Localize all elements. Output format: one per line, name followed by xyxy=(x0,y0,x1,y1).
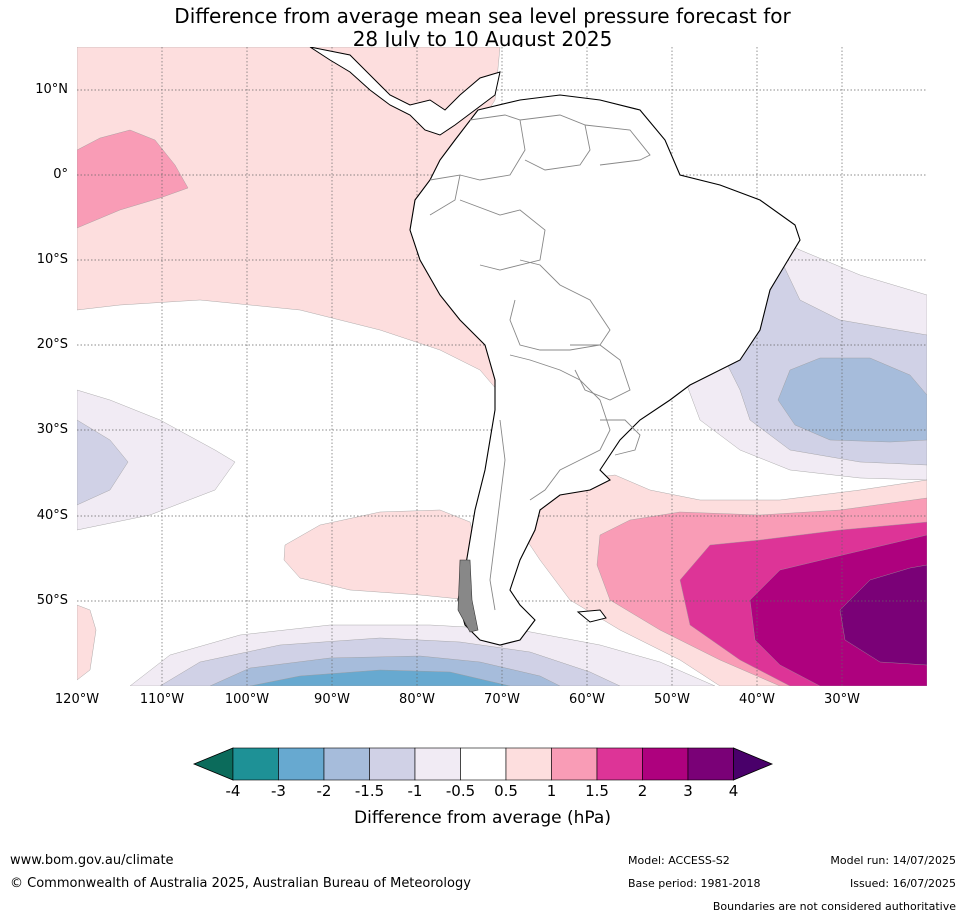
colorbar-tick-label: 3 xyxy=(683,782,693,800)
colorbar-tick-label: 1 xyxy=(546,782,557,800)
base-period-text: Base period: 1981-2018 xyxy=(628,877,761,890)
colorbar-tick-label: -0.5 xyxy=(445,782,476,800)
colorbar-tick-label: 1.5 xyxy=(585,782,609,800)
colorbar-tick-label: 4 xyxy=(728,782,739,800)
colorbar-swatch xyxy=(369,747,416,781)
website-text: www.bom.gov.au/climate xyxy=(10,853,174,868)
colorbar-swatch xyxy=(687,747,734,781)
lon-label: 100°W xyxy=(224,692,270,707)
map-title-line1: Difference from average mean sea level p… xyxy=(174,4,791,28)
copyright-text: © Commonwealth of Australia 2025, Austra… xyxy=(10,876,471,891)
colorbar-tick-label: -2 xyxy=(316,782,332,800)
colorbar-tick-label: -3 xyxy=(271,782,286,800)
land-chile-islands xyxy=(457,559,479,633)
contour-neg-05-west xyxy=(77,389,236,531)
anomaly-contours xyxy=(77,47,927,686)
lon-label: 40°W xyxy=(739,692,775,707)
land-central-america xyxy=(309,47,501,136)
colorbar-swatch xyxy=(505,747,552,781)
colorbar-title: Difference from average (hPa) xyxy=(354,808,611,828)
lat-label: 20°S xyxy=(36,337,68,352)
colorbar-tick-label: -1 xyxy=(407,782,423,800)
lat-label: 30°S xyxy=(36,422,68,437)
colorbar xyxy=(192,747,774,781)
colorbar-tick-label: -1.5 xyxy=(354,782,385,800)
country-borders xyxy=(429,114,651,611)
lon-label: 90°W xyxy=(314,692,350,707)
land-south-america xyxy=(409,94,801,646)
lat-label: 40°S xyxy=(36,508,68,523)
contour-neg-15-atlantic xyxy=(777,357,927,443)
contour-pos-3-atlantic xyxy=(839,564,927,666)
colorbar-arrow-low xyxy=(192,747,234,781)
colorbar-swatch xyxy=(551,747,598,781)
colorbar-swatch xyxy=(642,747,689,781)
contour-pos-05-sw xyxy=(77,604,97,681)
issued-text: Issued: 16/07/2025 xyxy=(849,877,956,890)
lat-label: 10°N xyxy=(35,82,68,97)
map-title-line2: 28 July to 10 August 2025 xyxy=(352,27,613,51)
contour-neg-1-west xyxy=(77,419,129,506)
colorbar-swatch xyxy=(414,747,461,781)
colorbar-tick-label: 2 xyxy=(637,782,648,800)
colorbar-swatch xyxy=(278,747,325,781)
disclaimer-text: Boundaries are not considered authoritat… xyxy=(712,900,956,913)
contour-pos-1-equator xyxy=(77,129,189,229)
colorbar-tick-label: 0.5 xyxy=(494,782,518,800)
lon-label: 50°W xyxy=(654,692,690,707)
lat-label: 10°S xyxy=(36,252,68,267)
lon-label: 30°W xyxy=(824,692,860,707)
colorbar-tick-label: -4 xyxy=(225,782,241,800)
lon-label: 80°W xyxy=(399,692,435,707)
model-text: Model: ACCESS-S2 xyxy=(628,854,730,867)
model-run-text: Model run: 14/07/2025 xyxy=(830,854,956,867)
colorbar-swatch xyxy=(323,747,370,781)
lon-label: 110°W xyxy=(139,692,185,707)
lat-label: 50°S xyxy=(36,593,68,608)
colorbar-arrow-high xyxy=(733,747,774,781)
lon-label: 120°W xyxy=(54,692,100,707)
lon-label: 60°W xyxy=(569,692,605,707)
land-falklands xyxy=(576,609,607,623)
lon-label: 70°W xyxy=(484,692,520,707)
colorbar-swatch xyxy=(596,747,643,781)
colorbar-swatch xyxy=(460,747,507,781)
contour-neg-2-south xyxy=(249,669,511,686)
colorbar-swatch xyxy=(232,747,279,781)
lat-label: 0° xyxy=(53,167,68,182)
